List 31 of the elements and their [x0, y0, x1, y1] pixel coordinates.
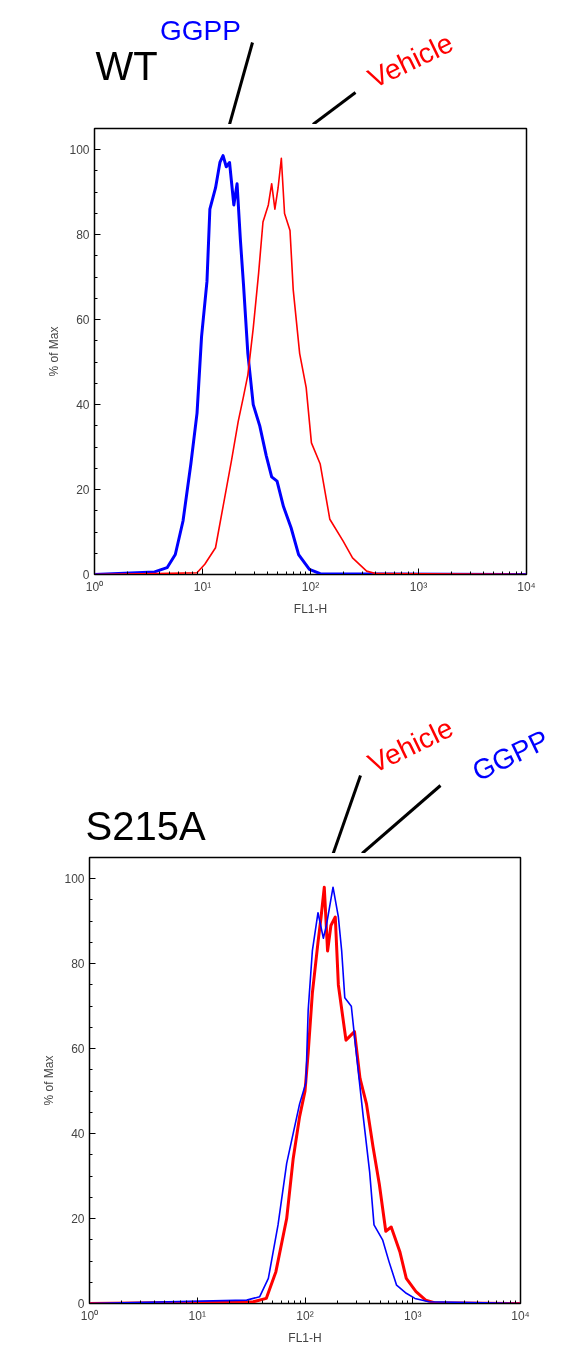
y-tick-label: 60 — [76, 313, 90, 328]
y-tick-label: 20 — [76, 483, 90, 498]
x-tick-label: 10³ — [404, 1308, 422, 1323]
y-tick-label: 80 — [76, 228, 90, 243]
y-tick-label: 40 — [76, 398, 90, 413]
text: GGPP — [160, 15, 241, 46]
x-tick-label: 10⁰ — [85, 579, 104, 594]
x-tick-label: 10³ — [409, 579, 428, 594]
text: Vehicle — [363, 711, 458, 780]
chart-title: WT — [95, 43, 158, 88]
y-tick-label: 40 — [71, 1127, 85, 1142]
x-axis-title: FL1-H — [293, 601, 328, 616]
x-tick-label: 10⁴ — [517, 579, 536, 594]
y-tick-label: 60 — [71, 1042, 85, 1057]
y-tick-label: 100 — [64, 872, 85, 887]
y-tick-label: 0 — [82, 568, 90, 582]
y-tick-label: 80 — [71, 957, 85, 972]
x-axis-title: FL1-H — [288, 1330, 322, 1345]
y-tick-label: 20 — [71, 1212, 85, 1227]
x-tick-label: 10² — [296, 1308, 314, 1323]
y-axis-title: % of Max — [47, 326, 62, 377]
x-tick-label: 10² — [301, 579, 320, 594]
y-tick-label: 0 — [77, 1297, 85, 1311]
y-tick-label: 100 — [69, 143, 90, 158]
x-tick-label: 10¹ — [193, 579, 212, 594]
text: Vehicle — [363, 26, 458, 95]
chart-title: S215A — [85, 803, 206, 848]
x-tick-label: 10¹ — [188, 1308, 206, 1323]
x-tick-label: 10⁴ — [511, 1308, 530, 1323]
x-tick-label: 10⁰ — [80, 1308, 99, 1323]
y-axis-title: % of Max — [42, 1055, 57, 1106]
